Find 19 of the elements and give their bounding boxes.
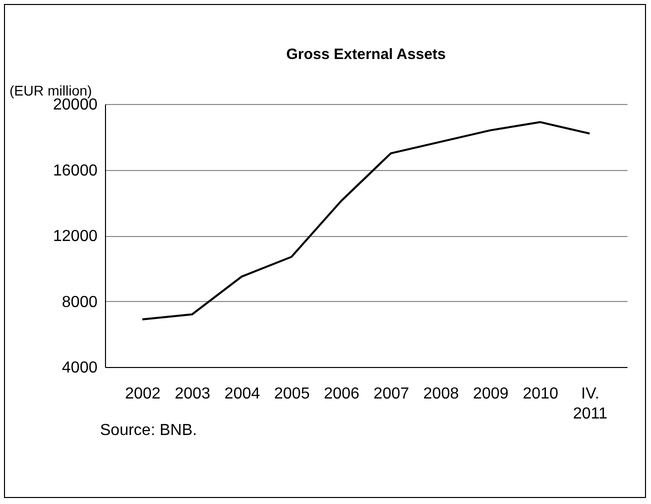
- x-tick-label: 2005: [274, 386, 310, 402]
- x-tick-label: 2010: [522, 386, 558, 402]
- x-tick-label: 2007: [374, 386, 410, 402]
- y-tick-label: 8000: [62, 294, 98, 311]
- x-tick-label: 2004: [224, 386, 260, 402]
- y-axis-title: (EUR million): [10, 82, 92, 98]
- chart-title: Gross External Assets: [286, 46, 446, 63]
- y-tick-label: 4000: [62, 360, 98, 376]
- x-tick-label: 2009: [472, 386, 509, 402]
- source-note: Source: BNB.: [100, 422, 197, 440]
- x-tick-label: 2008: [423, 386, 459, 402]
- y-tick-label: 20000: [53, 96, 98, 114]
- line-series: [141, 121, 591, 320]
- x-tick-label: 2003: [174, 386, 210, 402]
- x-tick-label: 2002: [124, 386, 161, 402]
- x-tick-label: IV. 2011: [573, 386, 608, 422]
- x-tick-label: 2006: [324, 386, 360, 402]
- y-tick-label: 16000: [53, 162, 98, 180]
- y-tick-label: 12000: [53, 228, 98, 245]
